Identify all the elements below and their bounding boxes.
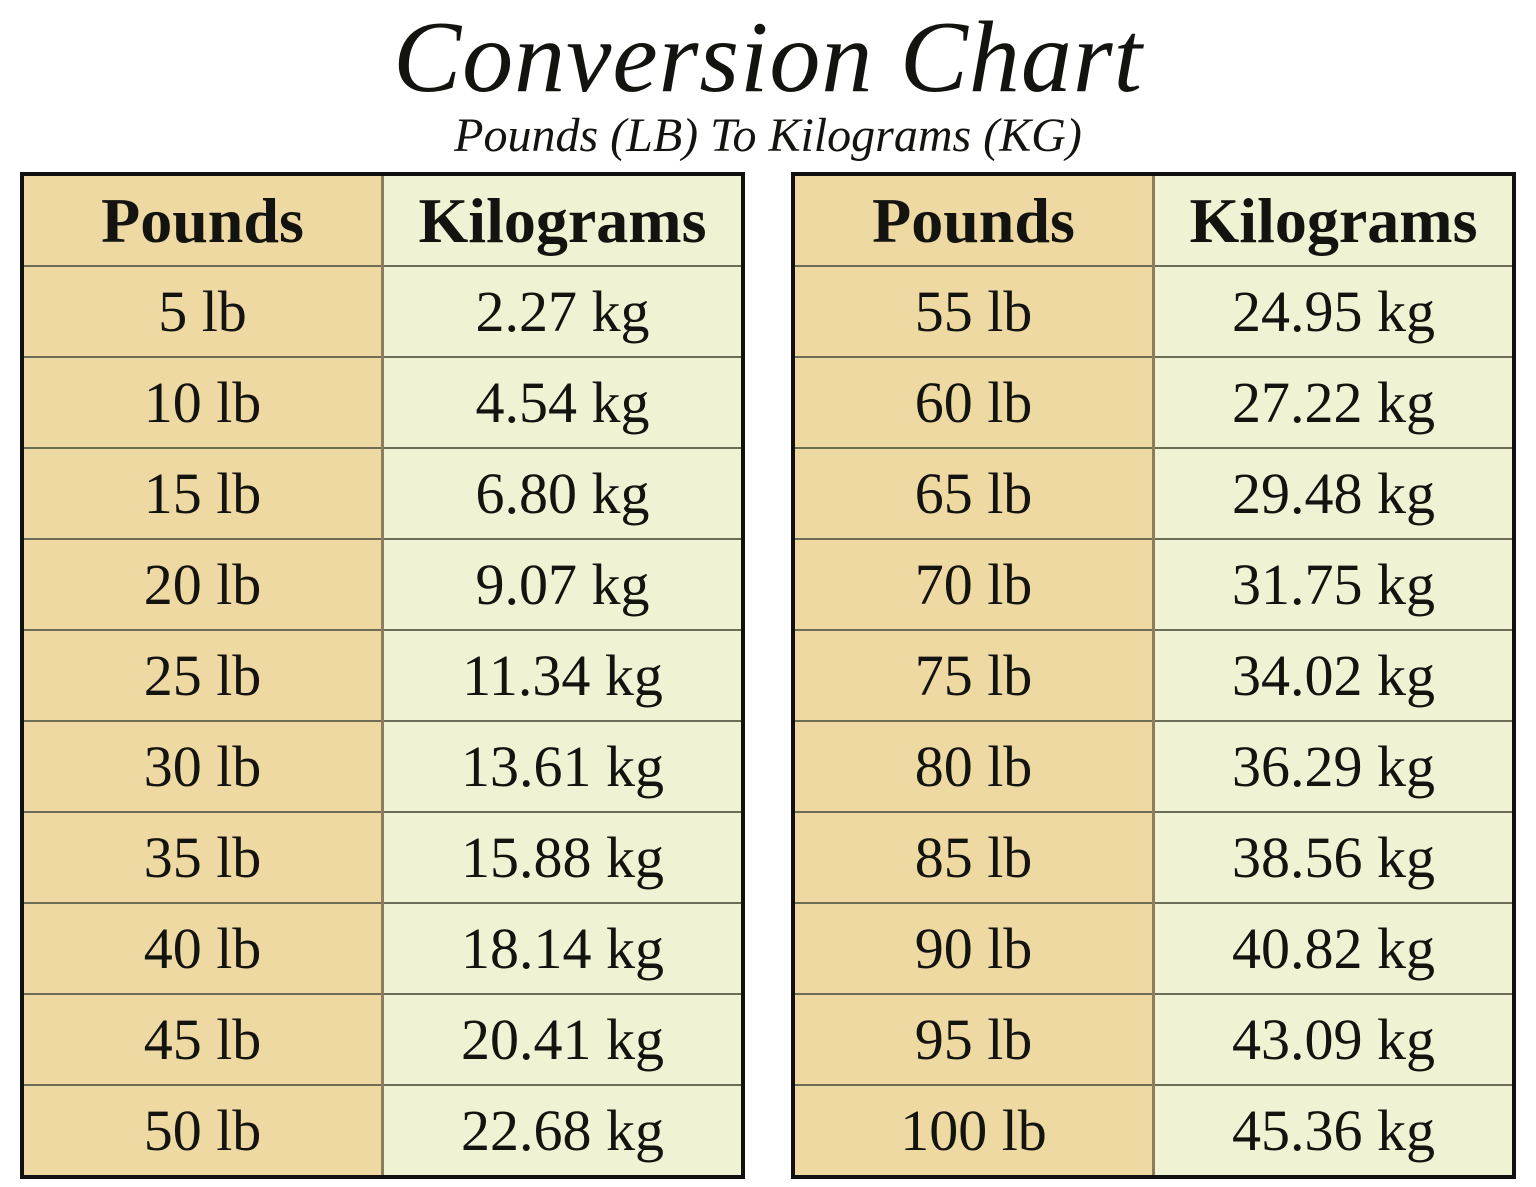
pounds-value: 15 lb: [22, 448, 384, 541]
kilograms-value: 4.54 kg: [382, 357, 743, 450]
pounds-value: 60 lb: [793, 357, 1155, 450]
kilograms-value: 43.09 kg: [1153, 994, 1514, 1087]
table-row: 65 lb 29.48 kg: [793, 448, 1514, 541]
page-header: Conversion Chart Pounds (LB) To Kilogram…: [0, 1, 1536, 163]
pounds-value: 65 lb: [793, 448, 1155, 541]
table-row: 35 lb 15.88 kg: [22, 812, 743, 905]
table-row: 70 lb 31.75 kg: [793, 539, 1514, 632]
table-row: 60 lb 27.22 kg: [793, 357, 1514, 450]
table-row: 15 lb 6.80 kg: [22, 448, 743, 541]
kilograms-value: 31.75 kg: [1153, 539, 1514, 632]
kilograms-value: 2.27 kg: [382, 266, 743, 359]
pounds-value: 55 lb: [793, 266, 1155, 359]
kilograms-value: 9.07 kg: [382, 539, 743, 632]
table-row: 40 lb 18.14 kg: [22, 903, 743, 996]
table-row: 5 lb 2.27 kg: [22, 266, 743, 359]
conversion-table-right: Pounds Kilograms 55 lb 24.95 kg 60 lb 27…: [791, 172, 1516, 1180]
pounds-value: 40 lb: [22, 903, 384, 996]
pounds-value: 100 lb: [793, 1085, 1155, 1179]
kilograms-value: 13.61 kg: [382, 721, 743, 814]
pounds-value: 85 lb: [793, 812, 1155, 905]
kilograms-column-header: Kilograms: [1153, 174, 1514, 268]
pounds-value: 75 lb: [793, 630, 1155, 723]
pounds-value: 10 lb: [22, 357, 384, 450]
table-row: 25 lb 11.34 kg: [22, 630, 743, 723]
pounds-value: 95 lb: [793, 994, 1155, 1087]
kilograms-value: 34.02 kg: [1153, 630, 1514, 723]
page-title: Conversion Chart: [393, 1, 1143, 114]
pounds-value: 80 lb: [793, 721, 1155, 814]
pounds-value: 45 lb: [22, 994, 384, 1087]
header-row: Pounds Kilograms: [793, 174, 1514, 268]
kilograms-value: 6.80 kg: [382, 448, 743, 541]
page-subtitle: Pounds (LB) To Kilograms (KG): [454, 109, 1082, 163]
table-row: 75 lb 34.02 kg: [793, 630, 1514, 723]
conversion-tables: Pounds Kilograms 5 lb 2.27 kg 10 lb 4.54…: [0, 172, 1536, 1180]
pounds-value: 5 lb: [22, 266, 384, 359]
table-row: 10 lb 4.54 kg: [22, 357, 743, 450]
kilograms-column-header: Kilograms: [382, 174, 743, 268]
kilograms-value: 20.41 kg: [382, 994, 743, 1087]
kilograms-value: 22.68 kg: [382, 1085, 743, 1179]
kilograms-value: 40.82 kg: [1153, 903, 1514, 996]
pounds-value: 70 lb: [793, 539, 1155, 632]
table-row: 30 lb 13.61 kg: [22, 721, 743, 814]
table-row: 20 lb 9.07 kg: [22, 539, 743, 632]
pounds-column-header: Pounds: [22, 174, 384, 268]
table-row: 80 lb 36.29 kg: [793, 721, 1514, 814]
kilograms-value: 29.48 kg: [1153, 448, 1514, 541]
table-row: 90 lb 40.82 kg: [793, 903, 1514, 996]
pounds-value: 90 lb: [793, 903, 1155, 996]
table-row: 95 lb 43.09 kg: [793, 994, 1514, 1087]
table-row: 85 lb 38.56 kg: [793, 812, 1514, 905]
header-row: Pounds Kilograms: [22, 174, 743, 268]
kilograms-value: 18.14 kg: [382, 903, 743, 996]
pounds-value: 20 lb: [22, 539, 384, 632]
pounds-value: 25 lb: [22, 630, 384, 723]
pounds-value: 35 lb: [22, 812, 384, 905]
table-row: 55 lb 24.95 kg: [793, 266, 1514, 359]
kilograms-value: 45.36 kg: [1153, 1085, 1514, 1179]
table-row: 45 lb 20.41 kg: [22, 994, 743, 1087]
kilograms-value: 36.29 kg: [1153, 721, 1514, 814]
kilograms-value: 15.88 kg: [382, 812, 743, 905]
kilograms-value: 38.56 kg: [1153, 812, 1514, 905]
conversion-table-left: Pounds Kilograms 5 lb 2.27 kg 10 lb 4.54…: [20, 172, 745, 1180]
pounds-value: 30 lb: [22, 721, 384, 814]
table-row: 50 lb 22.68 kg: [22, 1085, 743, 1179]
kilograms-value: 11.34 kg: [382, 630, 743, 723]
kilograms-value: 27.22 kg: [1153, 357, 1514, 450]
pounds-value: 50 lb: [22, 1085, 384, 1179]
kilograms-value: 24.95 kg: [1153, 266, 1514, 359]
table-row: 100 lb 45.36 kg: [793, 1085, 1514, 1179]
pounds-column-header: Pounds: [793, 174, 1155, 268]
